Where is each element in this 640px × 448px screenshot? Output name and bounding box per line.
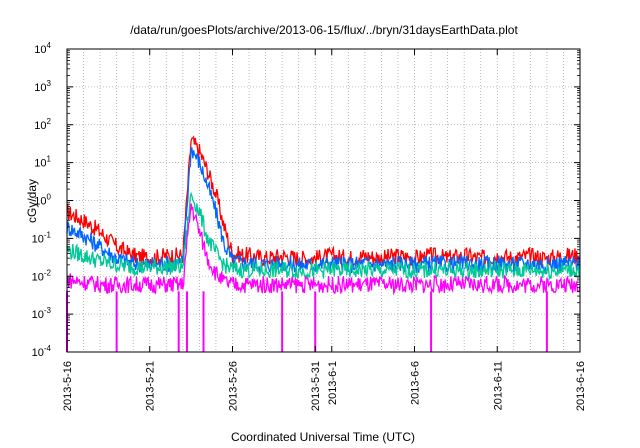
y-tick-label: 10-3	[32, 306, 52, 321]
x-axis-label: Coordinated Universal Time (UTC)	[231, 430, 415, 444]
x-tick-label: 2013-5-16	[62, 361, 74, 411]
y-tick-label: 10-1	[32, 230, 52, 245]
x-tick-label: 2013-5-21	[145, 361, 157, 411]
x-tick-label: 2013-6-16	[575, 361, 587, 411]
x-tick-label: 2013-5-31	[310, 361, 322, 411]
x-tick-label: 2013-5-26	[227, 361, 239, 411]
x-tick-label: 2013-6-6	[410, 361, 422, 405]
y-tick-label: 10-4	[32, 344, 52, 359]
ticks	[66, 48, 581, 353]
series-line-1	[66, 135, 581, 269]
y-tick-label: 102	[34, 117, 51, 132]
y-tick-labels: 10-4 10-3 10-2 10-1 100 101 102 103 104	[32, 41, 52, 359]
series-group	[66, 135, 581, 352]
grid	[67, 49, 580, 352]
x-tick-labels: 2013-5-16 2013-5-21 2013-5-26 2013-5-31 2013…	[62, 361, 587, 411]
y-tick-label: 10-2	[32, 268, 52, 283]
plot-frame	[66, 48, 581, 353]
chart-title: /data/run/goesPlots/archive/2013-06-15/f…	[130, 23, 518, 37]
series-line-3	[66, 191, 581, 281]
series-line-4	[66, 203, 581, 296]
y-tick-label: 100	[34, 193, 51, 208]
y-tick-label: 101	[34, 155, 51, 170]
y-tick-label: 104	[34, 41, 51, 56]
y-axis-label: cGy/day	[25, 179, 39, 223]
y-tick-label: 103	[34, 79, 51, 94]
x-tick-label: 2013-6-11	[492, 361, 504, 410]
x-tick-label: 2013-6-1	[327, 361, 339, 405]
